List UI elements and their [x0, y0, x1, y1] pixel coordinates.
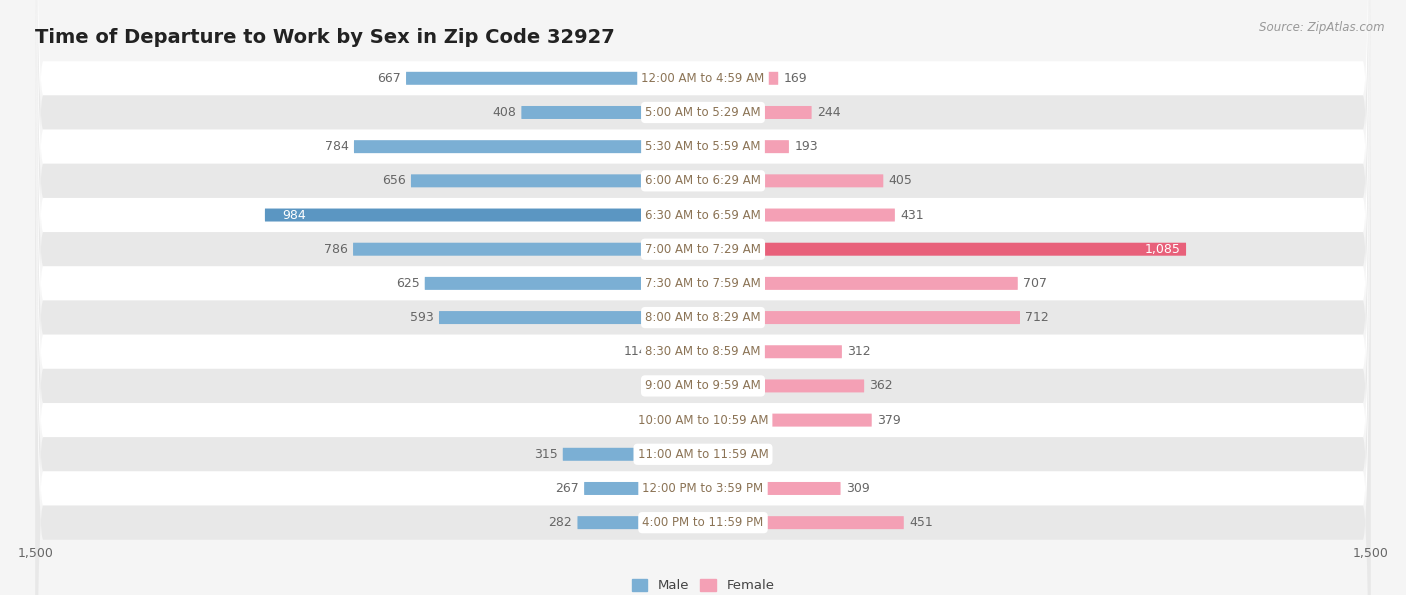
FancyBboxPatch shape [35, 0, 1371, 595]
Text: 309: 309 [846, 482, 870, 495]
FancyBboxPatch shape [354, 140, 703, 153]
FancyBboxPatch shape [35, 0, 1371, 595]
FancyBboxPatch shape [35, 0, 1371, 595]
Text: 786: 786 [323, 243, 347, 256]
Text: 7:00 AM to 7:29 AM: 7:00 AM to 7:29 AM [645, 243, 761, 256]
FancyBboxPatch shape [35, 0, 1371, 595]
Text: 8:30 AM to 8:59 AM: 8:30 AM to 8:59 AM [645, 345, 761, 358]
FancyBboxPatch shape [264, 208, 703, 221]
FancyBboxPatch shape [703, 414, 872, 427]
FancyBboxPatch shape [35, 0, 1371, 595]
FancyBboxPatch shape [425, 277, 703, 290]
Text: 43: 43 [727, 448, 744, 461]
Text: 315: 315 [534, 448, 557, 461]
FancyBboxPatch shape [703, 311, 1019, 324]
FancyBboxPatch shape [35, 0, 1371, 595]
Text: 5:00 AM to 5:29 AM: 5:00 AM to 5:29 AM [645, 106, 761, 119]
Text: 5:30 AM to 5:59 AM: 5:30 AM to 5:59 AM [645, 140, 761, 153]
Text: 4:00 PM to 11:59 PM: 4:00 PM to 11:59 PM [643, 516, 763, 529]
Text: 267: 267 [555, 482, 579, 495]
FancyBboxPatch shape [703, 140, 789, 153]
Text: 169: 169 [783, 72, 807, 85]
FancyBboxPatch shape [703, 277, 1018, 290]
Text: 451: 451 [910, 516, 934, 529]
Text: 656: 656 [382, 174, 405, 187]
FancyBboxPatch shape [35, 0, 1371, 595]
Legend: Male, Female: Male, Female [626, 574, 780, 595]
FancyBboxPatch shape [703, 482, 841, 495]
FancyBboxPatch shape [35, 0, 1371, 595]
Text: 10:00 AM to 10:59 AM: 10:00 AM to 10:59 AM [638, 414, 768, 427]
FancyBboxPatch shape [703, 243, 1187, 256]
Text: 784: 784 [325, 140, 349, 153]
FancyBboxPatch shape [662, 380, 703, 393]
FancyBboxPatch shape [703, 174, 883, 187]
Text: 312: 312 [848, 345, 870, 358]
Text: 362: 362 [869, 380, 893, 393]
FancyBboxPatch shape [703, 516, 904, 529]
Text: 667: 667 [377, 72, 401, 85]
Text: 11:00 AM to 11:59 AM: 11:00 AM to 11:59 AM [638, 448, 768, 461]
Text: 712: 712 [1025, 311, 1049, 324]
FancyBboxPatch shape [703, 72, 779, 85]
FancyBboxPatch shape [35, 0, 1371, 595]
FancyBboxPatch shape [522, 106, 703, 119]
Text: 1,085: 1,085 [1144, 243, 1181, 256]
FancyBboxPatch shape [35, 0, 1371, 595]
Text: 405: 405 [889, 174, 912, 187]
Text: 379: 379 [877, 414, 901, 427]
Text: 6:00 AM to 6:29 AM: 6:00 AM to 6:29 AM [645, 174, 761, 187]
Text: 282: 282 [548, 516, 572, 529]
FancyBboxPatch shape [35, 0, 1371, 595]
FancyBboxPatch shape [35, 0, 1371, 595]
FancyBboxPatch shape [652, 345, 703, 358]
FancyBboxPatch shape [439, 311, 703, 324]
FancyBboxPatch shape [353, 243, 703, 256]
Text: 17: 17 [675, 414, 690, 427]
FancyBboxPatch shape [703, 208, 894, 221]
Text: 12:00 AM to 4:59 AM: 12:00 AM to 4:59 AM [641, 72, 765, 85]
Text: 984: 984 [283, 208, 307, 221]
Text: 625: 625 [395, 277, 419, 290]
Text: Time of Departure to Work by Sex in Zip Code 32927: Time of Departure to Work by Sex in Zip … [35, 28, 614, 47]
FancyBboxPatch shape [703, 448, 723, 461]
FancyBboxPatch shape [562, 448, 703, 461]
Text: 90: 90 [641, 380, 658, 393]
Text: 9:00 AM to 9:59 AM: 9:00 AM to 9:59 AM [645, 380, 761, 393]
Text: 114: 114 [623, 345, 647, 358]
FancyBboxPatch shape [411, 174, 703, 187]
Text: 8:00 AM to 8:29 AM: 8:00 AM to 8:29 AM [645, 311, 761, 324]
Text: 707: 707 [1024, 277, 1047, 290]
Text: 408: 408 [492, 106, 516, 119]
FancyBboxPatch shape [35, 0, 1371, 595]
FancyBboxPatch shape [406, 72, 703, 85]
Text: 593: 593 [411, 311, 433, 324]
FancyBboxPatch shape [35, 0, 1371, 595]
Text: 193: 193 [794, 140, 818, 153]
Text: 6:30 AM to 6:59 AM: 6:30 AM to 6:59 AM [645, 208, 761, 221]
FancyBboxPatch shape [703, 345, 842, 358]
FancyBboxPatch shape [578, 516, 703, 529]
FancyBboxPatch shape [703, 106, 811, 119]
FancyBboxPatch shape [583, 482, 703, 495]
Text: 12:00 PM to 3:59 PM: 12:00 PM to 3:59 PM [643, 482, 763, 495]
Text: Source: ZipAtlas.com: Source: ZipAtlas.com [1260, 21, 1385, 34]
Text: 431: 431 [900, 208, 924, 221]
Text: 7:30 AM to 7:59 AM: 7:30 AM to 7:59 AM [645, 277, 761, 290]
FancyBboxPatch shape [696, 414, 703, 427]
FancyBboxPatch shape [703, 380, 865, 393]
Text: 244: 244 [817, 106, 841, 119]
